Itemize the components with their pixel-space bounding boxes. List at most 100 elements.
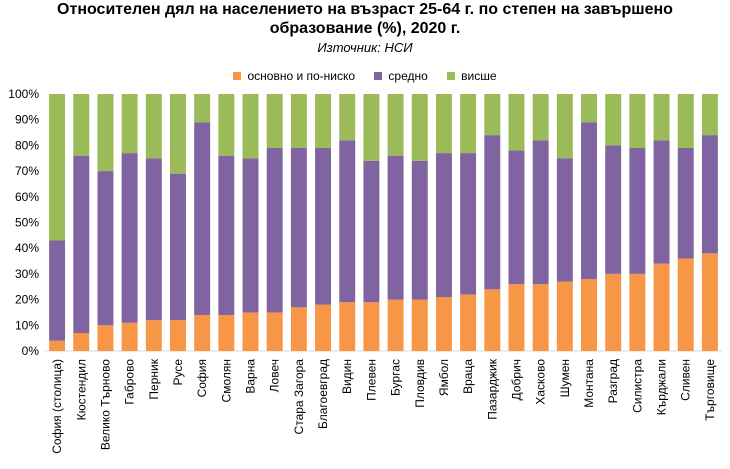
legend-item-higher: висше [447, 69, 497, 83]
bar-segment-basic [49, 340, 66, 351]
bar-segment-secondary [532, 140, 549, 285]
bar-segment-basic [145, 320, 162, 351]
x-category-label: Пловдив [413, 359, 427, 408]
legend-swatch-secondary [374, 72, 383, 80]
bar-segment-higher [701, 94, 718, 136]
x-category-label: Монтана [582, 359, 596, 408]
bar-segment-basic [363, 302, 380, 351]
y-tick-label: 40% [15, 241, 39, 255]
x-category-label: Ямбол [437, 359, 451, 396]
legend-swatch-higher [447, 72, 456, 80]
bar-segment-basic [484, 289, 501, 351]
bar-segment-secondary [266, 147, 283, 313]
bar-segment-secondary [290, 147, 307, 308]
bar-segment-secondary [218, 155, 235, 316]
bar-segment-basic [605, 273, 622, 351]
bar-segment-secondary [121, 153, 138, 323]
y-tick-label: 30% [15, 267, 39, 281]
y-tick-label: 10% [15, 318, 39, 332]
y-tick-label: 50% [15, 216, 39, 230]
bar-segment-higher [170, 94, 186, 174]
bar-segment-higher [242, 94, 259, 159]
bar-segment-higher [266, 94, 283, 148]
x-category-label: Шумен [558, 359, 572, 397]
bar-segment-higher [460, 94, 477, 154]
bar-segment-higher [363, 94, 380, 161]
y-tick-label: 100% [8, 87, 39, 101]
bar-segment-higher [677, 94, 694, 148]
y-tick-label: 90% [15, 113, 39, 127]
bar-segment-higher [532, 94, 549, 141]
bar-segment-secondary [605, 145, 622, 274]
x-category-label: Хасково [534, 359, 548, 405]
bar-segment-secondary [581, 122, 597, 280]
y-tick-label: 0% [22, 344, 40, 358]
bar-segment-secondary [339, 140, 356, 303]
bar-segment-secondary [677, 147, 694, 259]
bar-segment-basic [266, 312, 283, 351]
bar-segment-secondary [315, 147, 332, 305]
chart-legend: основно и по-ниско средно висше [0, 69, 730, 83]
bar-segment-higher [97, 94, 114, 172]
bar-segment-higher [145, 94, 162, 159]
bar-segment-basic [339, 302, 356, 351]
legend-label-higher: висше [461, 69, 497, 83]
bar-segment-basic [581, 279, 597, 351]
legend-swatch-basic [233, 72, 242, 80]
x-category-label: Бургас [389, 359, 403, 396]
bar-segment-higher [49, 94, 66, 241]
bar-segment-secondary [435, 153, 452, 298]
bar-segment-higher [435, 94, 452, 154]
bar-segment-basic [532, 284, 549, 351]
bar-segment-higher [121, 94, 138, 154]
x-category-label: Силистра [630, 359, 644, 413]
x-category-label: Пазарджик [485, 358, 499, 419]
x-category-label: Варна [244, 359, 258, 394]
bar-segment-secondary [460, 153, 477, 295]
bar-segment-basic [701, 253, 718, 351]
x-category-label: Благоевград [316, 359, 330, 429]
bar-segment-secondary [411, 160, 428, 300]
legend-label-secondary: средно [388, 69, 428, 83]
y-tick-label: 20% [15, 293, 39, 307]
bar-segment-basic [387, 299, 404, 351]
chart-title: Относителен дял на населението на възрас… [0, 0, 730, 38]
x-category-label: Добрич [509, 359, 523, 400]
chart-subtitle: Източник: НСИ [317, 40, 413, 55]
bar-segment-basic [170, 320, 186, 351]
chart-title-line-2: образование (%), 2020 г. [269, 20, 461, 37]
bar-segment-higher [484, 94, 501, 136]
bar-segment-secondary [97, 171, 114, 326]
bar-segment-basic [460, 294, 477, 351]
bar-segment-basic [242, 312, 259, 351]
y-tick-label: 80% [15, 138, 39, 152]
x-category-label: Ловеч [268, 359, 282, 392]
chart-title-line-1: Относителен дял на населението на възрас… [57, 1, 673, 18]
x-category-label: Плевен [364, 359, 378, 401]
bar-segment-basic [218, 315, 235, 351]
bar-segment-higher [556, 94, 573, 159]
bar-segment-higher [508, 94, 525, 151]
x-category-label: Кюстендил [74, 359, 88, 420]
legend-label-basic: основно и по-ниско [247, 69, 356, 83]
bar-segment-secondary [49, 240, 66, 341]
bar-segment-basic [121, 322, 138, 351]
bar-segment-higher [290, 94, 307, 148]
bar-segment-basic [653, 263, 670, 351]
bar-segment-secondary [484, 135, 501, 290]
x-category-label: Велико Търново [98, 359, 112, 450]
x-category-label: Перник [147, 358, 161, 399]
bar-segment-higher [339, 94, 356, 141]
bar-segment-higher [218, 94, 235, 156]
bar-segment-basic [677, 258, 694, 351]
bar-segment-basic [508, 284, 525, 351]
bar-segment-higher [411, 94, 428, 161]
x-category-label: Габрово [123, 359, 137, 405]
bar-segment-basic [194, 315, 211, 351]
x-category-label: Разград [606, 359, 620, 403]
y-tick-label: 60% [15, 190, 39, 204]
bar-segment-higher [629, 94, 646, 148]
bar-segment-higher [605, 94, 622, 146]
bar-segment-higher [194, 94, 211, 123]
